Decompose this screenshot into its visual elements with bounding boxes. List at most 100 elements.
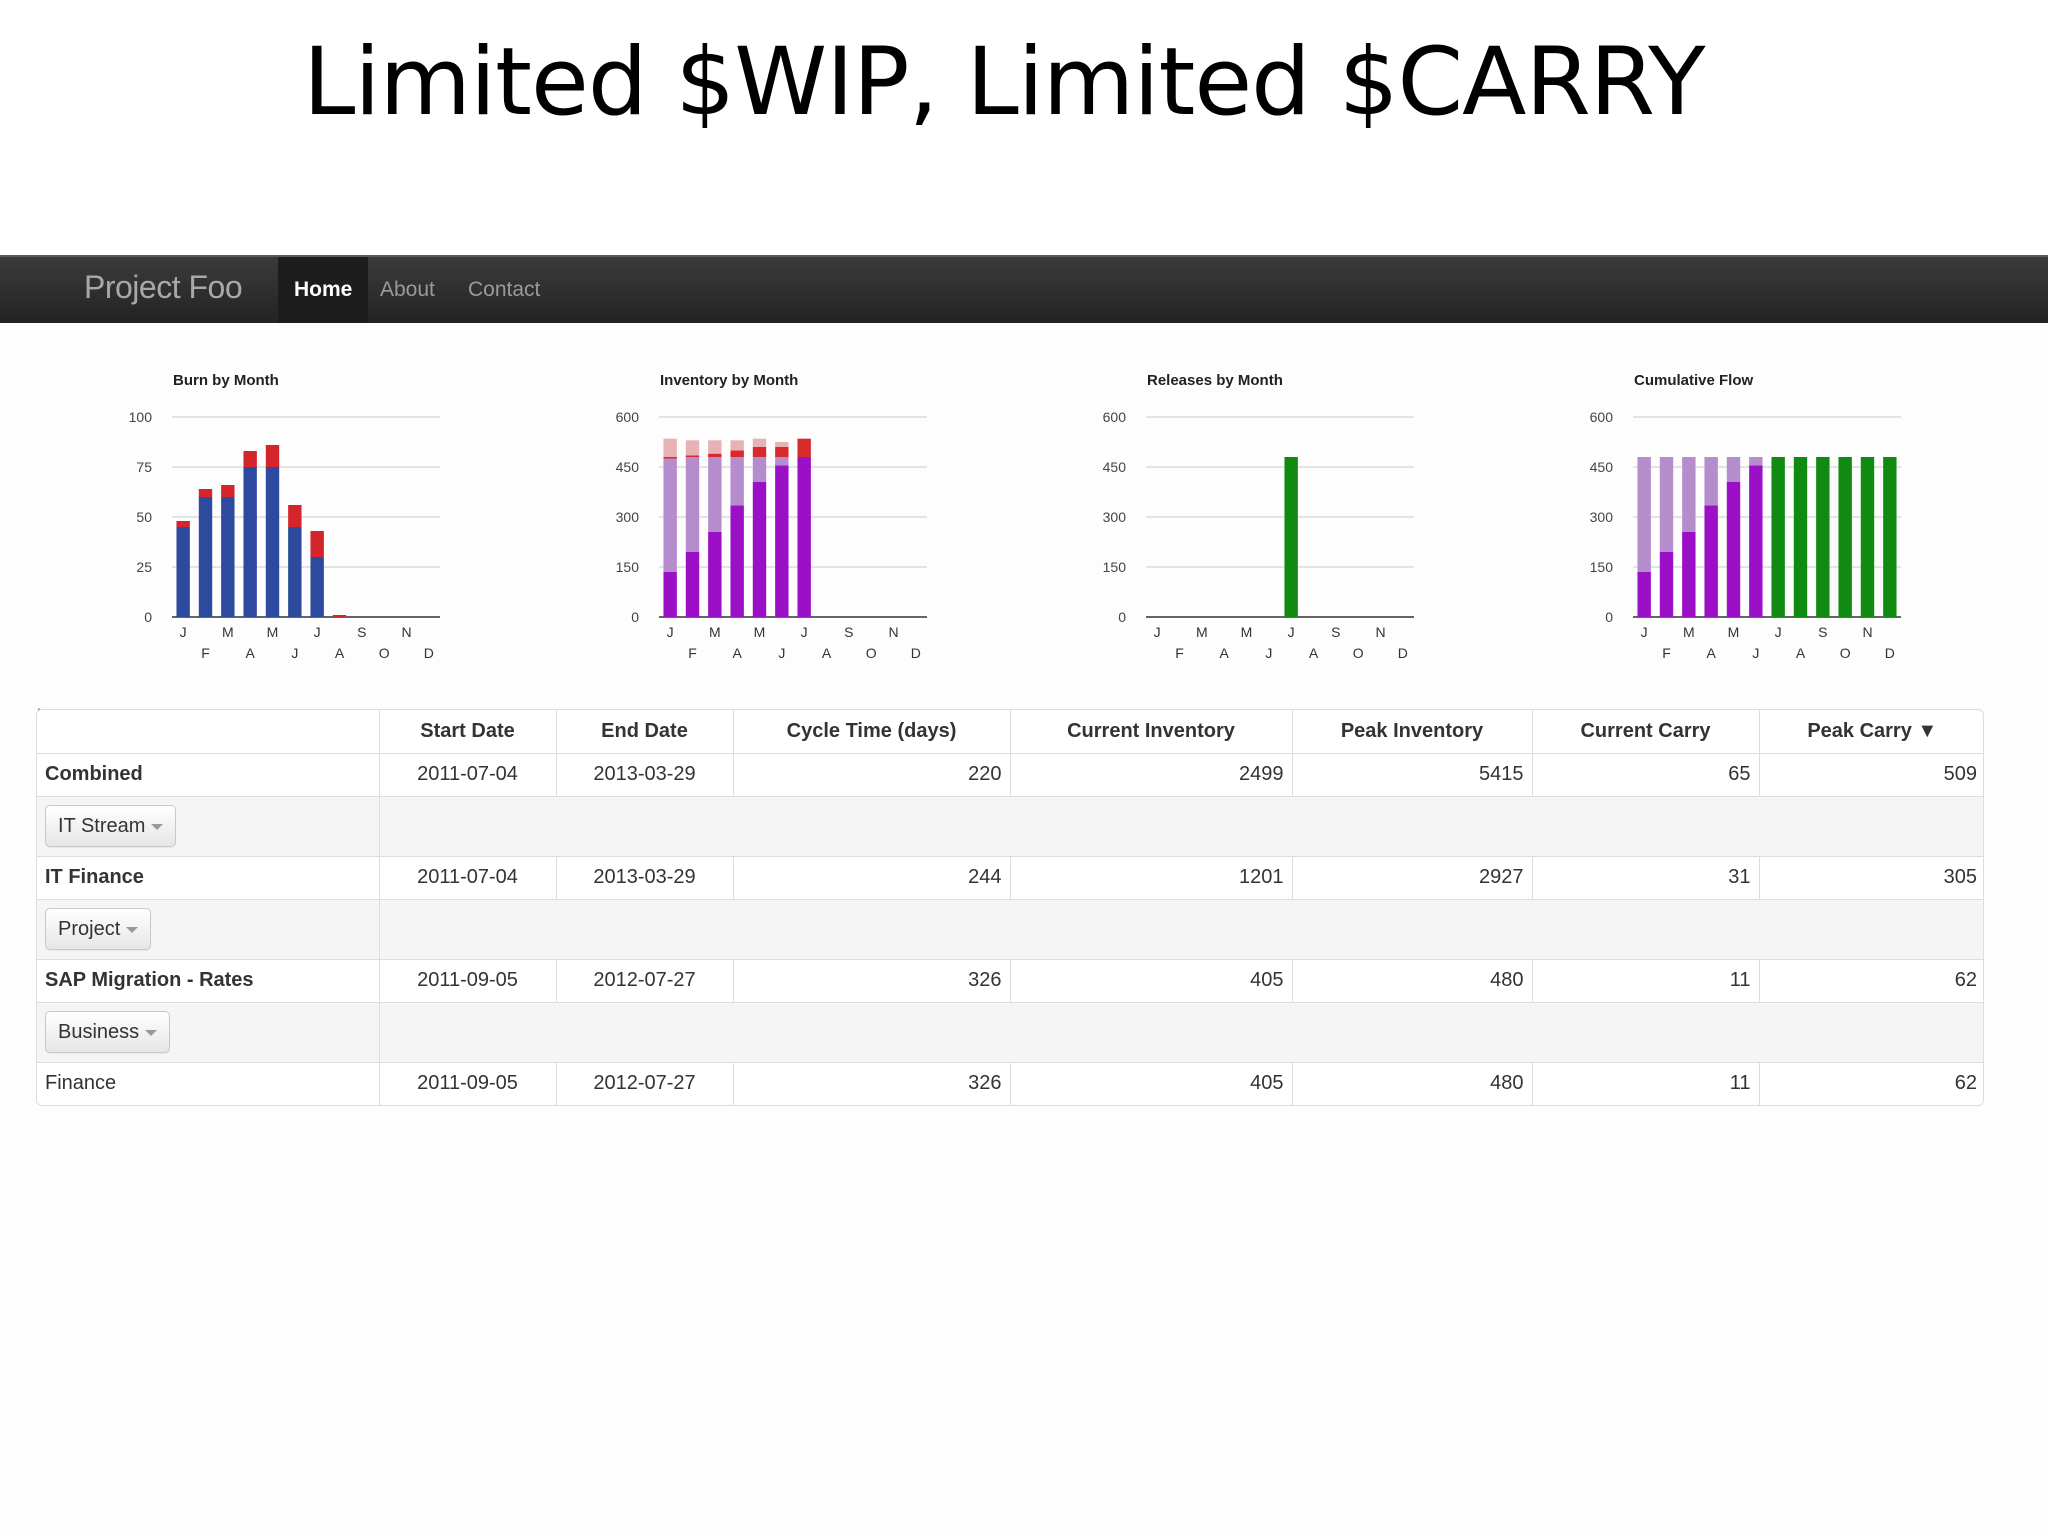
nav-about[interactable]: About — [380, 278, 435, 301]
metrics-table: Start Date End Date Cycle Time (days) Cu… — [36, 709, 1984, 1106]
x-tick-label: S — [1818, 624, 1827, 640]
x-tick-label: J — [314, 624, 321, 640]
bar-segment — [1726, 482, 1741, 617]
y-tick-label: 100 — [129, 409, 153, 425]
x-tick-label: J — [778, 645, 785, 661]
nav-contact[interactable]: Contact — [468, 278, 541, 301]
bar-segment — [310, 557, 324, 617]
bar-segment — [1284, 457, 1298, 617]
bar-segment — [663, 438, 677, 457]
x-tick-label: J — [801, 624, 808, 640]
y-tick-label: 450 — [1103, 459, 1127, 475]
bar-segment — [1749, 465, 1763, 617]
bar-segment — [730, 440, 744, 451]
x-tick-label: A — [822, 645, 832, 661]
bar-segment — [1816, 457, 1830, 617]
x-tick-label: O — [1353, 645, 1364, 661]
bar-segment — [663, 458, 677, 572]
table-row: SAP Migration - Rates 2011-09-05 2012-07… — [37, 958, 1983, 1002]
current-carry-cell: 65 — [1531, 752, 1759, 796]
y-tick-label: 0 — [631, 609, 639, 625]
group-row: Project — [37, 898, 1983, 959]
end-date-cell: 2013-03-29 — [555, 855, 733, 899]
x-tick-label: J — [1154, 624, 1161, 640]
bar-segment — [775, 447, 789, 457]
bar-segment — [730, 457, 744, 506]
x-tick-label: A — [1706, 645, 1716, 661]
business-dropdown[interactable]: Business — [45, 1011, 171, 1053]
column-header-cycle-time[interactable]: Cycle Time (days) — [732, 710, 1010, 753]
column-header-peak-inventory[interactable]: Peak Inventory — [1291, 710, 1532, 753]
x-tick-label: O — [379, 645, 390, 661]
column-header-current-carry[interactable]: Current Carry — [1531, 710, 1759, 753]
peak-inventory-cell: 480 — [1291, 1061, 1532, 1105]
dropdown-label: Business — [58, 1021, 140, 1043]
row-name: Combined — [37, 752, 379, 796]
current-inventory-cell: 2499 — [1009, 752, 1292, 796]
x-tick-label: A — [1796, 645, 1806, 661]
bar-segment — [708, 453, 722, 457]
bar-segment — [1704, 457, 1718, 506]
y-tick-label: 75 — [136, 459, 152, 475]
bar-segment — [1682, 457, 1696, 532]
bar-segment — [752, 482, 767, 617]
bar-segment — [752, 447, 767, 457]
x-tick-label: S — [844, 624, 853, 640]
x-tick-label: J — [291, 645, 298, 661]
bar-segment — [775, 465, 789, 617]
y-tick-label: 150 — [616, 559, 640, 575]
y-tick-label: 25 — [136, 559, 152, 575]
bar-segment — [1749, 457, 1763, 466]
bar-segment — [332, 615, 347, 617]
column-header-start-date[interactable]: Start Date — [378, 710, 556, 753]
x-tick-label: O — [866, 645, 877, 661]
x-tick-label: F — [1175, 645, 1184, 661]
caret-down-icon — [151, 823, 164, 830]
bar-segment — [730, 450, 744, 457]
bar-segment — [1860, 457, 1875, 617]
nav-home[interactable]: Home — [278, 257, 369, 323]
slide-title: Limited $WIP, Limited $CARRY — [303, 28, 1706, 137]
x-tick-label: M — [267, 624, 279, 640]
x-tick-label: D — [1398, 645, 1408, 661]
column-header-current-inventory[interactable]: Current Inventory — [1009, 710, 1292, 753]
project-dropdown[interactable]: Project — [45, 908, 152, 950]
chart-inventory-by-month: Inventory by Month 0 150 300 450 600 J F M A M J J A S… — [607, 365, 967, 665]
current-carry-cell: 31 — [1531, 855, 1759, 899]
y-tick-label: 50 — [136, 509, 152, 525]
bar-segment — [176, 521, 190, 527]
x-tick-label: J — [180, 624, 187, 640]
x-tick-label: M — [222, 624, 234, 640]
bar-segment — [775, 442, 789, 447]
it-stream-dropdown[interactable]: IT Stream — [45, 805, 177, 847]
start-date-cell: 2011-07-04 — [378, 752, 556, 796]
bar-segment — [685, 440, 700, 456]
bar-segment — [1659, 552, 1674, 617]
x-tick-label: M — [1241, 624, 1253, 640]
x-tick-label: J — [1775, 624, 1782, 640]
y-tick-label: 300 — [616, 509, 640, 525]
x-tick-label: J — [1752, 645, 1759, 661]
peak-carry-cell: 62 — [1758, 958, 1983, 1002]
bar-segment — [708, 532, 722, 617]
x-tick-label: A — [732, 645, 742, 661]
end-date-cell: 2013-03-29 — [555, 752, 733, 796]
x-tick-label: F — [201, 645, 210, 661]
column-header-name — [37, 710, 379, 753]
x-tick-label: J — [1288, 624, 1295, 640]
column-header-peak-carry[interactable]: Peak Carry ▼ — [1758, 710, 1983, 753]
row-name: Finance — [37, 1061, 379, 1105]
column-header-end-date[interactable]: End Date — [555, 710, 733, 753]
brand-logo[interactable]: Project Foo — [84, 269, 243, 305]
current-carry-cell: 11 — [1531, 958, 1759, 1002]
y-tick-label: 0 — [144, 609, 152, 625]
cycle-time-cell: 220 — [732, 752, 1010, 796]
x-tick-label: M — [709, 624, 721, 640]
bar-segment — [752, 438, 767, 447]
bar-segment — [685, 457, 700, 552]
chart-title: Releases by Month — [1147, 372, 1283, 389]
bar-segment — [198, 497, 213, 617]
y-tick-label: 600 — [616, 409, 640, 425]
